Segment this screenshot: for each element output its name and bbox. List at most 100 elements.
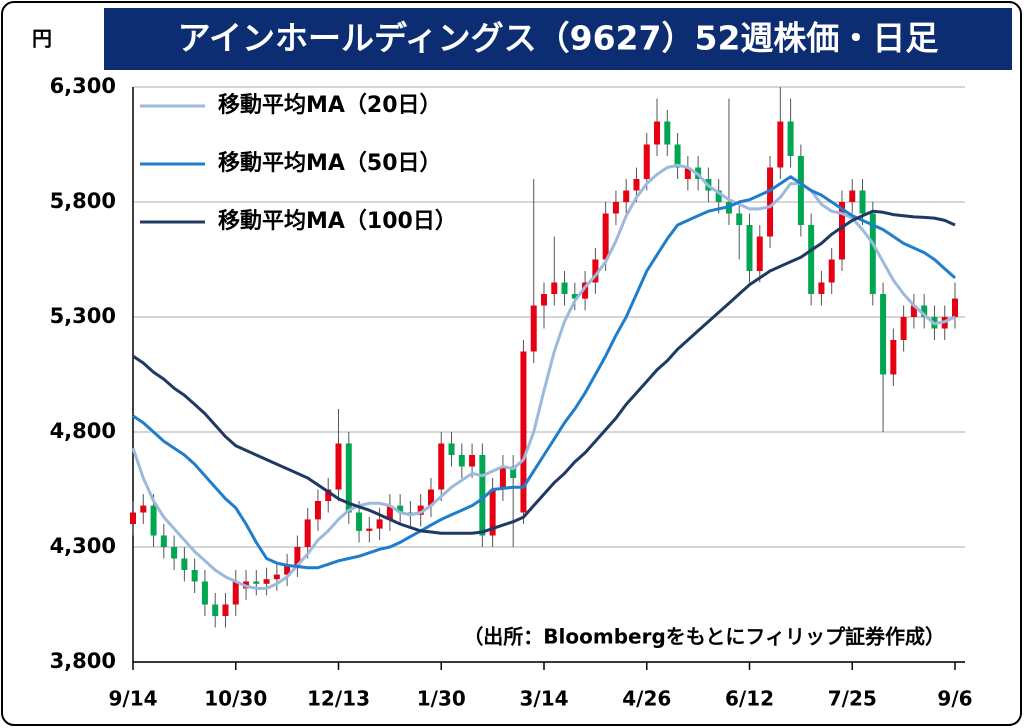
candle-body	[171, 547, 178, 559]
candle-body	[684, 167, 691, 179]
candle-body	[386, 505, 393, 520]
candle-body	[458, 455, 465, 467]
candle-body	[376, 519, 383, 529]
candle-body	[201, 581, 208, 605]
candle-body	[900, 317, 907, 340]
candle-body	[952, 298, 958, 317]
candle-body	[561, 282, 568, 294]
candle-body	[130, 512, 136, 524]
candle-body	[633, 179, 640, 191]
candle-body	[592, 259, 599, 283]
candle-body	[643, 144, 650, 179]
y-tick-label: 6,300	[50, 74, 116, 98]
y-tick-label: 3,800	[50, 649, 116, 673]
legend-label: 移動平均MA（50日）	[218, 150, 442, 176]
candle-body	[253, 581, 260, 584]
candle-body	[356, 512, 363, 531]
candle-body	[808, 225, 815, 294]
chart-title: アインホールディングス（9627）52週株価・日足	[178, 19, 939, 58]
legend-label: 移動平均MA（100日）	[218, 208, 457, 234]
candle-body	[715, 190, 722, 202]
candle-body	[448, 443, 455, 455]
moving-average-line	[131, 163, 956, 590]
x-tick-label: 10/30	[204, 687, 267, 711]
candle-body	[417, 505, 424, 515]
candle-body	[910, 305, 917, 317]
candle-body	[602, 213, 609, 260]
candle-body	[571, 294, 578, 299]
candle-body	[222, 604, 229, 616]
candle-body	[510, 466, 517, 478]
title-banner	[104, 8, 1012, 70]
x-tick-label: 3/14	[519, 687, 568, 711]
moving-average-line	[132, 175, 956, 570]
y-tick-label: 4,300	[50, 534, 116, 558]
candle-body	[284, 565, 291, 575]
candle-body	[890, 340, 897, 375]
candle-body	[325, 489, 332, 501]
candle-body	[181, 558, 188, 570]
candle-body	[366, 528, 373, 531]
candle-body	[664, 121, 671, 145]
candle-body	[530, 305, 537, 352]
candle-body	[582, 282, 589, 299]
candle-body	[150, 505, 157, 536]
candle-body	[787, 121, 794, 156]
candle-body	[859, 190, 866, 214]
candle-body	[777, 121, 784, 168]
candle-body	[541, 294, 547, 306]
candle-body	[880, 294, 887, 375]
x-tick-label: 7/25	[828, 687, 877, 711]
candle-body	[160, 535, 167, 547]
candle-body	[140, 505, 147, 513]
candle-body	[828, 259, 835, 283]
candle-body	[756, 236, 763, 271]
candle-body	[674, 144, 681, 168]
candle-body	[623, 190, 630, 202]
x-tick-label: 9/6	[937, 687, 972, 711]
y-tick-label: 5,800	[50, 189, 116, 213]
candle-body	[314, 501, 321, 520]
candle-body	[294, 547, 301, 566]
candle-body	[612, 202, 619, 214]
candle-body	[818, 282, 825, 294]
candle-body	[232, 581, 239, 605]
candle-body	[438, 443, 445, 490]
candle-body	[849, 190, 856, 202]
candle-body	[869, 213, 876, 294]
candle-body	[397, 505, 404, 513]
moving-average-line	[132, 209, 956, 535]
candle-body	[736, 213, 743, 225]
candle-body	[838, 202, 845, 260]
candle-body	[479, 455, 486, 536]
candle-body	[520, 351, 527, 513]
candle-body	[191, 570, 198, 582]
candle-body	[654, 121, 661, 145]
candle-body	[469, 455, 476, 467]
x-tick-label: 6/12	[725, 687, 774, 711]
candle-body	[304, 519, 311, 547]
legend-label: 移動平均MA（20日）	[218, 92, 442, 118]
y-tick-label: 4,800	[50, 419, 116, 443]
source-note: （出所：Bloombergをもとにフィリップ証券作成）	[463, 625, 945, 649]
candle-body	[551, 282, 558, 294]
candle-body	[499, 466, 506, 490]
x-tick-label: 12/13	[307, 687, 370, 711]
candle-body	[797, 156, 804, 225]
candle-body	[427, 489, 434, 506]
candle-body	[767, 167, 774, 237]
candle-body	[335, 443, 342, 490]
candle-body	[746, 225, 753, 271]
x-tick-label: 9/14	[108, 687, 157, 711]
candle-body	[212, 604, 219, 616]
candle-body	[345, 443, 352, 513]
y-unit: 円	[32, 27, 52, 51]
candle-body	[489, 489, 496, 536]
candle-body	[921, 305, 928, 317]
candle-body	[263, 579, 270, 584]
y-tick-label: 5,300	[50, 304, 116, 328]
x-tick-label: 4/26	[622, 687, 671, 711]
